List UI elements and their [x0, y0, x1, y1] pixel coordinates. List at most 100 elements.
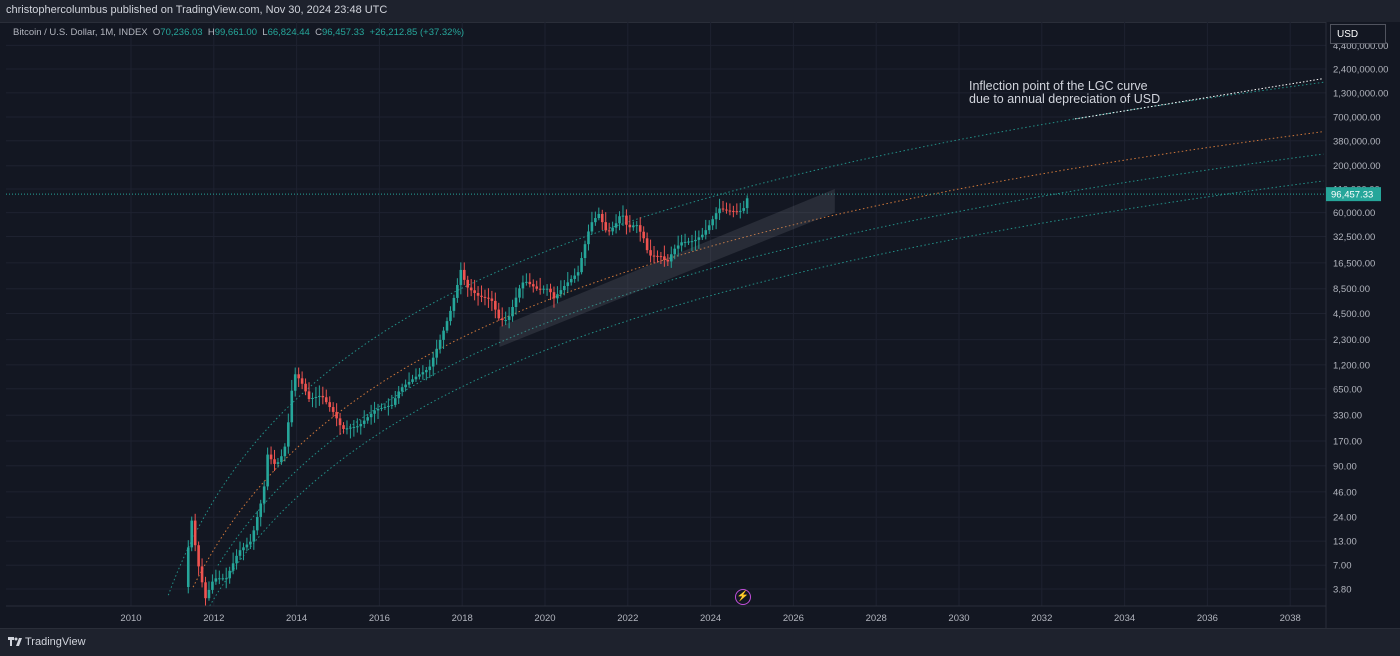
candle-body [483, 296, 487, 298]
candle-body [580, 258, 583, 273]
candle-body [231, 563, 235, 571]
candle-body [604, 222, 608, 231]
currency-button[interactable]: USD [1330, 24, 1386, 44]
y-tick-label: 1,300,000.00 [1333, 88, 1388, 99]
candle-body [462, 269, 466, 280]
x-tick-label: 2032 [1031, 613, 1052, 624]
candle-body [518, 288, 521, 298]
y-tick-label: 4,400,000.00 [1333, 41, 1388, 52]
candle-body [197, 545, 200, 567]
candle-body [552, 292, 556, 299]
candle-body [452, 297, 456, 311]
candle-body [456, 284, 459, 298]
candle-body [200, 566, 204, 583]
candle-body [563, 286, 566, 291]
last-price-label: 96,457.33 [1331, 190, 1373, 201]
candle-body [262, 486, 266, 504]
candle-body [366, 417, 369, 421]
candle-body [400, 387, 404, 392]
candle-body [431, 357, 435, 367]
x-tick-label: 2022 [617, 613, 638, 624]
y-tick-label: 16,500.00 [1333, 258, 1375, 269]
y-tick-label: 650.00 [1333, 384, 1362, 395]
candle-body [690, 241, 694, 243]
candle-body [293, 374, 297, 391]
candle-body [707, 225, 711, 231]
lightning-icon[interactable]: ⚡ [735, 589, 751, 605]
y-tick-label: 1,200.00 [1333, 360, 1370, 371]
candle-body [607, 230, 611, 232]
candle-body [666, 259, 670, 262]
candle-body [694, 239, 697, 242]
x-tick-label: 2026 [783, 613, 804, 624]
candle-body [307, 391, 311, 400]
x-tick-label: 2010 [120, 613, 141, 624]
candle-body [656, 255, 659, 257]
channel-band [499, 189, 835, 347]
curve-upper-green [167, 81, 1324, 596]
candle-body [269, 454, 273, 460]
close-value: 96,457.33 [321, 27, 365, 38]
candle-body [507, 316, 511, 321]
candle-body [242, 547, 245, 551]
candle-body [718, 208, 721, 214]
candle-body [362, 420, 366, 424]
candle-body [373, 410, 376, 414]
candle-body [500, 318, 504, 321]
candle-body [352, 426, 356, 428]
y-tick-label: 170.00 [1333, 437, 1362, 448]
top-bar: christophercolumbus published on Trading… [0, 0, 1400, 23]
change-value: +26,212.85 (+37.32%) [369, 27, 465, 38]
candle-body [556, 294, 559, 299]
candle-body [428, 366, 432, 371]
candle-body [487, 297, 490, 299]
candle-body [255, 516, 259, 531]
brand-name: TradingView [25, 636, 86, 648]
candle-body [538, 288, 542, 290]
candle-body [238, 550, 242, 556]
candles [186, 195, 749, 606]
candle-body [525, 281, 528, 283]
x-tick-label: 2030 [948, 613, 969, 624]
low-label: L [262, 27, 268, 38]
candle-body [359, 423, 363, 427]
candle-body [259, 503, 263, 517]
candle-body [618, 216, 621, 224]
y-tick-label: 46.00 [1333, 487, 1357, 498]
candle-body [469, 287, 473, 291]
candle-body [425, 370, 428, 373]
candle-body [683, 241, 687, 243]
candle-body [335, 411, 338, 419]
candle-body [466, 279, 470, 288]
y-tick-label: 13.00 [1333, 537, 1357, 548]
candle-body [235, 555, 238, 564]
candle-body [521, 282, 525, 289]
y-tick-label: 32,500.00 [1333, 232, 1375, 243]
published-text: christophercolumbus published on Trading… [6, 4, 388, 16]
candle-body [704, 230, 708, 235]
candle-body [266, 454, 269, 487]
candle-body [590, 222, 594, 232]
candle-body [252, 530, 256, 542]
price-axis-bg [1326, 22, 1400, 606]
y-tick-label: 330.00 [1333, 411, 1362, 422]
candle-body [324, 397, 328, 403]
candle-body [528, 281, 532, 285]
candle-body [304, 383, 307, 392]
candle-body [383, 406, 387, 408]
y-tick-label: 380,000.00 [1333, 136, 1381, 147]
candle-body [349, 427, 352, 429]
candle-body [687, 241, 690, 243]
candle-body [614, 223, 618, 228]
y-tick-label: 3.80 [1333, 585, 1352, 596]
candle-body [738, 210, 742, 212]
candle-body [435, 348, 438, 358]
candle-body [628, 224, 632, 228]
curve-middle-orange [192, 131, 1324, 588]
candle-body [445, 321, 449, 331]
candle-body [732, 210, 735, 212]
candle-body [404, 384, 407, 388]
time-axis: 2010 2012 2014 2016 2018 2020 2022 2024 2026 2028… [6, 605, 1326, 624]
candle-body [673, 248, 677, 255]
